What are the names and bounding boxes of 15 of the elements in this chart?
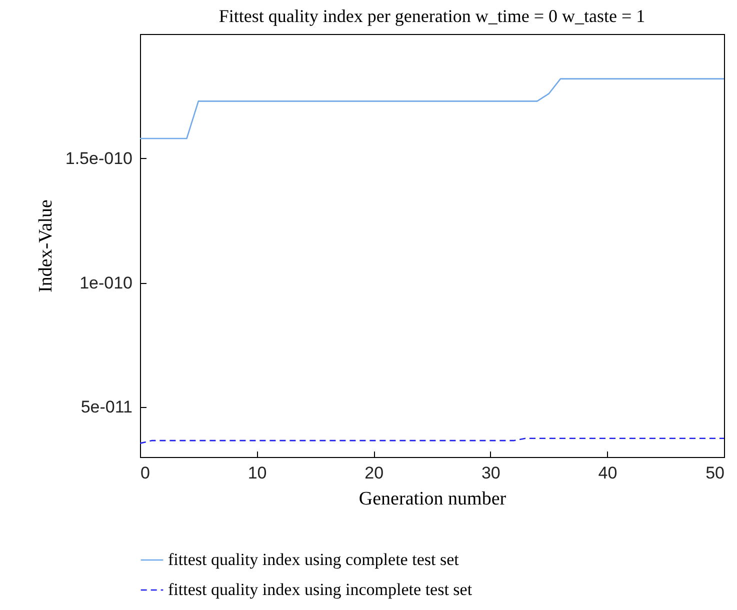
y-tick-label: 5e-011 [80, 398, 132, 417]
legend-label: fittest quality index using incomplete test set [168, 580, 472, 599]
x-axis-title: Generation number [358, 488, 507, 510]
x-tick-label: 40 [598, 464, 618, 482]
x-tick-label: 0 [140, 464, 150, 482]
x-tick-label: 20 [364, 464, 384, 482]
x-tick-label: 30 [481, 464, 500, 482]
y-axis-title: Index-Value [35, 200, 56, 292]
y-tick-label: 1.5e-010 [65, 148, 132, 168]
x-tick-label: 50 [706, 464, 724, 482]
chart-title: Fittest quality index per generation w_time = 0 w_taste = 1 [218, 6, 646, 26]
y-tick-label: 1e-010 [80, 273, 132, 292]
x-tick-label: 10 [248, 464, 267, 482]
line-series [140, 78, 724, 140]
legend-label: fittest quality index using complete test set [168, 550, 460, 569]
